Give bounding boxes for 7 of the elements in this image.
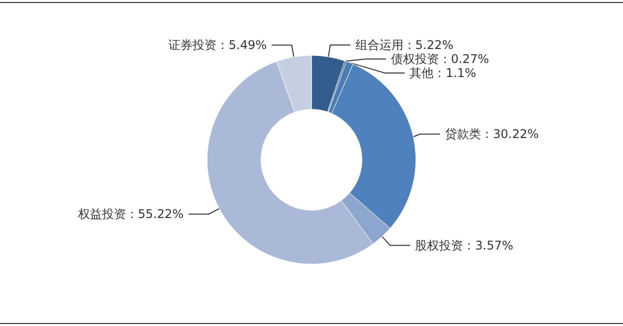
slice-label: 证券投资：5.49% [168,38,267,52]
slice-label: 债权投资：0.27% [390,52,490,66]
slice-label: 组合运用：5.22% [355,38,454,52]
slice-label: 其他：1.1% [410,66,476,80]
slice-label: 股权投资：3.57% [415,238,514,252]
slice-label: 权益投资：55.22% [76,207,184,222]
slice-label: 贷款类：30.22% [445,127,539,142]
